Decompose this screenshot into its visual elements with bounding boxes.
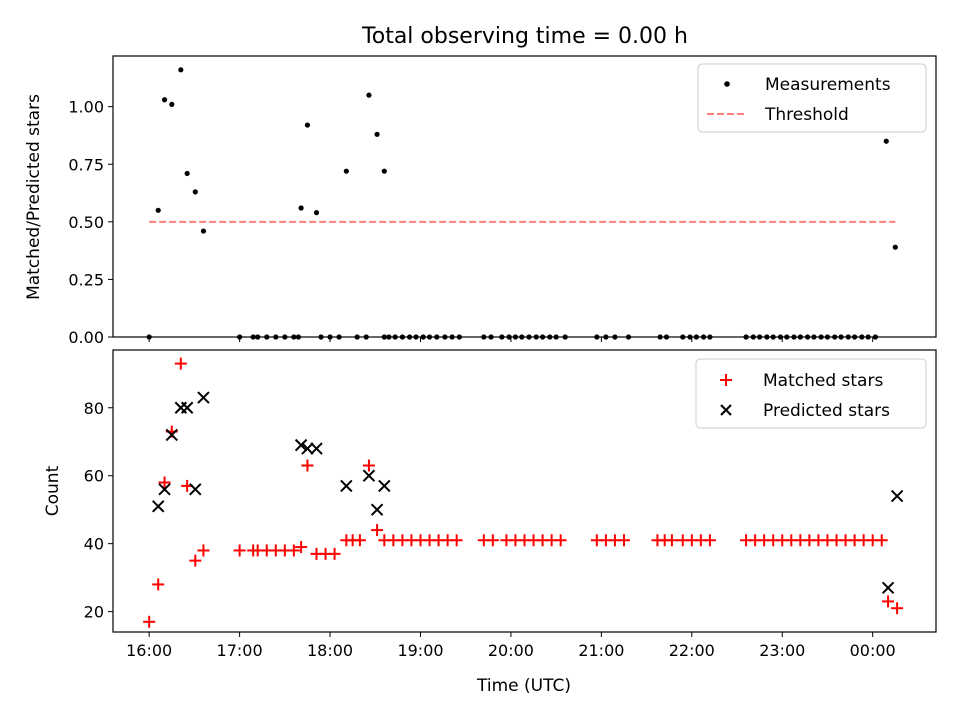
top-y-axis-label: Matched/Predicted stars <box>24 94 44 300</box>
predicted-star-point <box>881 581 895 595</box>
matched-star-point <box>617 534 630 547</box>
predicted-star-point <box>152 500 165 513</box>
bottom-y-axis-label: Count <box>43 465 63 516</box>
x-tick-label: 21:00 <box>578 641 624 660</box>
measurement-point <box>304 122 311 128</box>
top-y-axis: 0.00 0.25 0.50 0.75 1.00 <box>68 98 113 347</box>
matched-star-point <box>158 476 171 489</box>
predicted-star-point <box>165 428 178 442</box>
legend-predicted-label: Predicted stars <box>763 401 890 421</box>
matched-star-point <box>486 534 499 547</box>
top-y-tick-label: 0.50 <box>68 213 104 232</box>
x-tick-label: 18:00 <box>307 641 353 660</box>
matched-star-point <box>362 459 375 472</box>
measurement-point <box>883 138 889 144</box>
top-y-tick-label: 1.00 <box>68 98 104 117</box>
top-x-ticks <box>148 337 874 342</box>
matched-star-point <box>189 554 202 567</box>
bottom-panel: 20 40 60 80 16:00 17:00 18:00 19:00 20:00 21:00 2… <box>43 349 937 696</box>
top-y-tick-label: 0.75 <box>68 155 104 174</box>
legend-predicted-marker <box>720 404 732 416</box>
predicted-star-point <box>301 442 314 455</box>
legend-matched-label: Matched stars <box>763 371 883 391</box>
matched-star-point <box>287 544 300 557</box>
measurement-point <box>298 205 304 211</box>
predicted-star-point <box>340 479 353 493</box>
measurement-point <box>192 189 198 195</box>
matched-star-point <box>143 615 156 628</box>
matched-star-point <box>450 534 463 547</box>
x-tick-label: 17:00 <box>217 641 263 660</box>
predicted-star-point <box>362 469 376 482</box>
measurement-point <box>184 170 190 177</box>
bottom-y-tick-label: 40 <box>84 535 104 554</box>
bottom-y-axis: 20 40 60 80 <box>84 399 113 622</box>
matched-star-point <box>197 544 210 557</box>
x-tick-label: 23:00 <box>759 641 805 660</box>
matched-star-point <box>233 544 246 557</box>
measurement-point <box>200 228 207 234</box>
matched-star-point <box>353 534 366 547</box>
bottom-y-tick-label: 20 <box>84 603 104 622</box>
matched-star-point <box>301 459 314 472</box>
measurement-point <box>374 131 380 137</box>
predicted-star-point <box>180 401 194 414</box>
matched-star-point <box>882 595 895 608</box>
bottom-y-tick-label: 80 <box>84 399 104 418</box>
matched-star-point <box>152 578 165 591</box>
measurement-point <box>161 97 168 103</box>
bottom-legend: Matched stars Predicted stars <box>695 358 927 429</box>
bottom-x-axis: 16:00 17:00 18:00 19:00 20:00 21:00 22:00 23:00… <box>126 632 896 660</box>
matched-star-point <box>554 534 567 547</box>
x-tick-label: 20:00 <box>488 641 534 660</box>
bottom-legend-box <box>695 358 927 429</box>
top-legend-box <box>697 63 927 133</box>
matched-star-point <box>875 534 888 547</box>
top-y-tick-label: 0.25 <box>68 270 104 289</box>
x-tick-label: 00:00 <box>850 641 896 660</box>
matched-star-point <box>371 524 384 537</box>
matched-star-point <box>703 534 716 547</box>
chart-title: Total observing time = 0.00 h <box>361 24 688 49</box>
bottom-plot-area <box>143 357 904 628</box>
legend-measurements-label: Measurements <box>765 75 891 95</box>
measurement-point <box>313 210 320 216</box>
legend-matched-marker <box>720 374 732 386</box>
matched-star-point <box>891 602 904 615</box>
predicted-star-point <box>310 442 323 455</box>
measurement-point <box>178 67 184 73</box>
matched-star-point <box>174 357 187 370</box>
top-y-tick-label: 0.00 <box>68 328 104 347</box>
measurement-point <box>381 168 387 174</box>
matched-star-point <box>295 541 308 554</box>
measurement-point <box>169 101 175 107</box>
measurement-point <box>155 207 161 213</box>
top-panel: 0.00 0.25 0.50 0.75 1.00 Matched/Predicted s… <box>24 55 937 347</box>
measurement-point <box>366 92 372 98</box>
measurement-point <box>892 244 898 250</box>
matched-star-point <box>665 534 678 547</box>
bottom-y-tick-label: 60 <box>84 467 104 486</box>
bottom-axes-frame <box>112 349 937 633</box>
predicted-star-point <box>158 483 171 496</box>
predicted-star-point <box>890 489 904 503</box>
top-legend: Measurements Threshold <box>697 63 927 133</box>
predicted-star-point <box>189 483 202 496</box>
predicted-star-point <box>197 391 210 404</box>
matched-star-point <box>328 547 341 560</box>
predicted-star-point <box>370 503 384 516</box>
top-axes-frame <box>112 55 937 338</box>
x-tick-label: 16:00 <box>126 641 172 660</box>
legend-threshold-label: Threshold <box>764 105 849 125</box>
predicted-star-point <box>378 479 391 493</box>
legend-measurements-marker <box>724 81 730 87</box>
x-tick-label: 19:00 <box>397 641 443 660</box>
measurement-point <box>343 168 349 174</box>
predicted-star-point <box>294 438 308 452</box>
x-tick-label: 22:00 <box>669 641 715 660</box>
x-axis-label: Time (UTC) <box>476 676 571 696</box>
